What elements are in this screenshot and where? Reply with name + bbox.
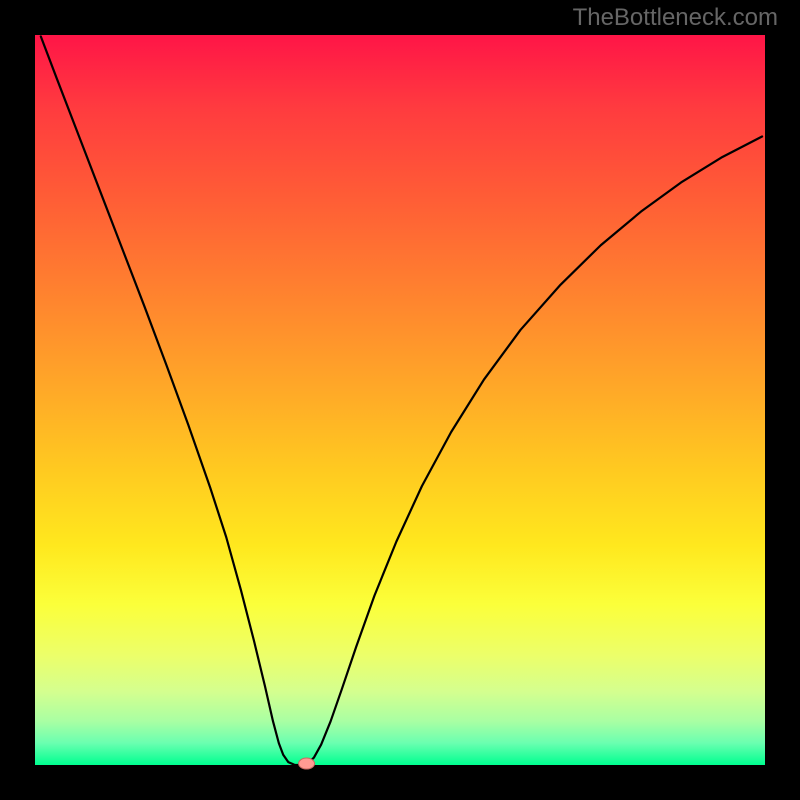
chart-canvas: TheBottleneck.com: [0, 0, 800, 800]
bottleneck-marker-dot: [299, 758, 315, 769]
watermark-text: TheBottleneck.com: [573, 4, 778, 32]
plot-gradient-background: [35, 35, 765, 765]
bottleneck-chart-svg: [0, 0, 800, 800]
